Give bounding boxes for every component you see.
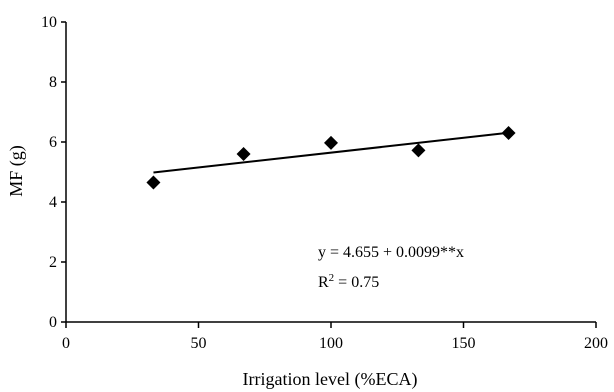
x-tick-label: 0	[62, 335, 70, 352]
y-tick-label: 8	[49, 74, 57, 91]
x-tick-label: 150	[452, 335, 476, 352]
data-point	[146, 175, 161, 190]
y-tick-label: 0	[49, 314, 57, 331]
y-tick-label: 4	[49, 194, 57, 211]
y-tick-label: 6	[49, 134, 57, 151]
r2-label: R2 = 0.75	[318, 272, 379, 291]
data-point	[324, 135, 338, 150]
data-point	[411, 143, 426, 158]
data-point	[236, 147, 251, 161]
x-tick-label: 100	[319, 335, 343, 352]
equation-label: y = 4.655 + 0.0099**x	[318, 244, 464, 261]
y-tick-label: 10	[41, 14, 57, 31]
x-axis-title: Irrigation level (%ECA)	[243, 369, 418, 390]
x-tick-label: 50	[191, 335, 207, 352]
data-point	[501, 126, 516, 140]
y-axis-title: MF (g)	[6, 145, 27, 197]
trend-line	[153, 131, 509, 174]
x-tick-label: 200	[584, 335, 608, 352]
y-tick-label: 2	[49, 254, 57, 271]
